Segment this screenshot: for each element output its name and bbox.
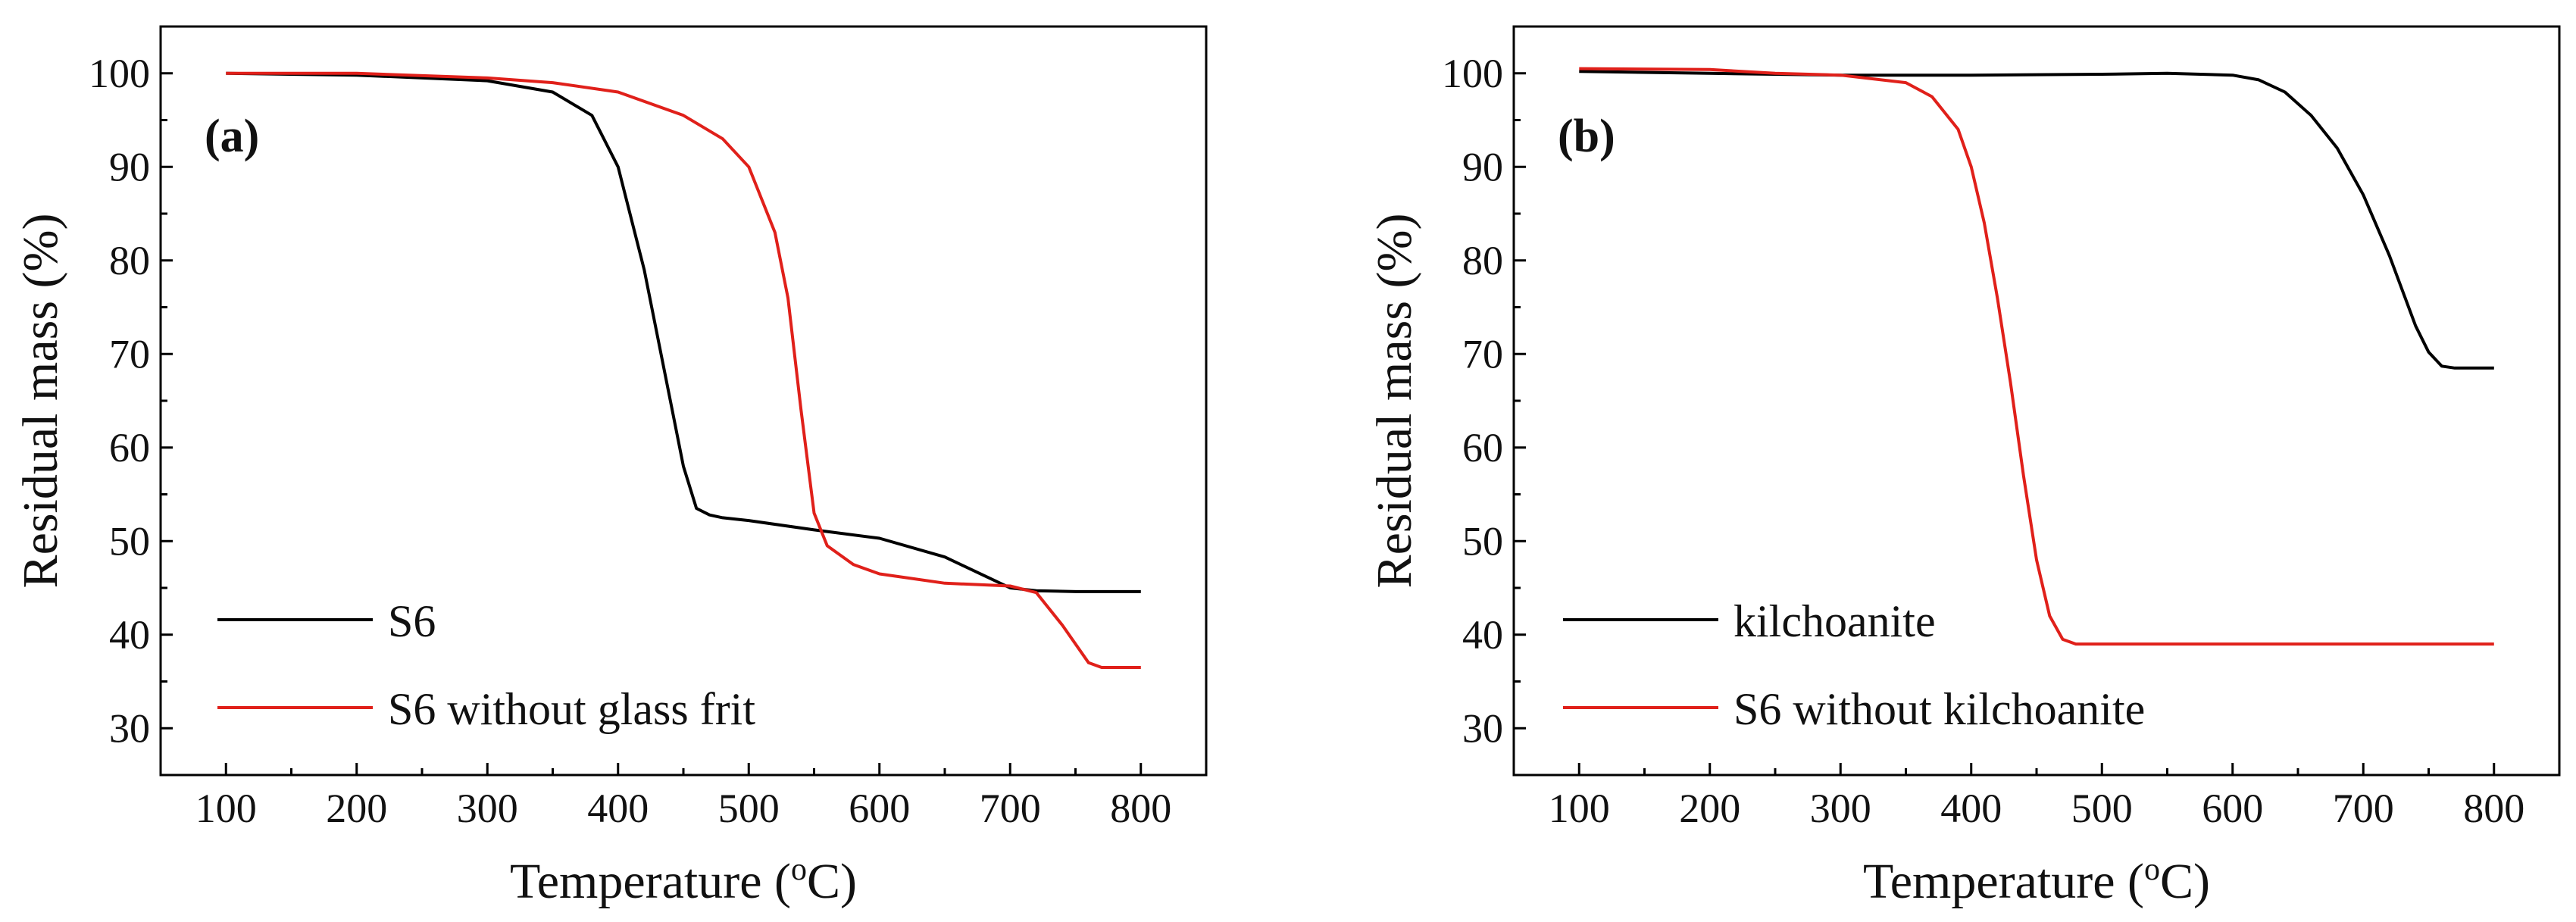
panel-a-y-tick-label: 60 xyxy=(109,425,150,470)
panel-b-plot-frame xyxy=(1512,25,2561,777)
panel-a-x-tick-label: 500 xyxy=(718,786,780,831)
panel-b-x-axis-title-sup: o xyxy=(2144,852,2160,887)
panel-b-x-tick-label: 600 xyxy=(2202,786,2263,831)
panel-b-label: (b) xyxy=(1558,111,1615,162)
panel-a-x-axis-title-sup: o xyxy=(791,852,807,887)
panel-a-chart: 100 200 300 400 500 600 700 800 30 40 50 60 70 80 90 10… xyxy=(13,25,1208,909)
panel-a-y-tick-label: 80 xyxy=(109,238,150,283)
panel-b-legend: kilchoanite S6 without kilchoanite xyxy=(1563,596,2145,734)
panel-b-x-axis-title-text: Temperature ( xyxy=(1863,854,2144,909)
panel-a-x-axis-title-unit: C) xyxy=(807,854,857,909)
panel-b-series-line-s6-without-kilchoanite xyxy=(1579,67,2494,646)
panel-b-x-axis-title: Temperature (oC) xyxy=(1863,852,2210,909)
panel-b-y-tick-label: 90 xyxy=(1462,144,1503,189)
panel-b-y-tick-label: 60 xyxy=(1462,425,1503,470)
panel-a-x-tick-label: 600 xyxy=(849,786,910,831)
panel-a-x-axis-title: Temperature (oC) xyxy=(510,852,857,909)
panel-b-legend-label-s6-without-kilchoanite: S6 without kilchoanite xyxy=(1733,684,2145,734)
panel-a-y-tick-label: 90 xyxy=(109,144,150,189)
panel-a-x-tick-label: 700 xyxy=(980,786,1041,831)
panel-a-x-tick-label: 100 xyxy=(195,786,257,831)
panel-b-x-tick-label: 300 xyxy=(1810,786,1871,831)
panel-a-y-tick-label: 50 xyxy=(109,518,150,564)
panel-a-x-tick-label: 200 xyxy=(326,786,387,831)
panel-a-y-tick-label: 40 xyxy=(109,612,150,658)
panel-b-series-layer xyxy=(1579,67,2494,646)
panel-b-y-tick-label: 50 xyxy=(1462,518,1503,564)
panel-a-ticks-layer: 100 200 300 400 500 600 700 800 30 40 50 60 70 80 90 10… xyxy=(89,51,1171,831)
panel-a-label: (a) xyxy=(205,111,259,162)
panel-b-y-tick-label: 100 xyxy=(1442,51,1503,96)
panel-a-y-tick-label: 100 xyxy=(89,51,150,96)
panel-a-x-tick-label: 800 xyxy=(1110,786,1171,831)
panel-a-x-axis-title-text: Temperature ( xyxy=(510,854,791,909)
panel-a-y-axis-title: Residual mass (%) xyxy=(13,214,68,589)
panel-b-x-tick-label: 200 xyxy=(1679,786,1740,831)
panel-a-plot-frame xyxy=(159,25,1208,777)
panel-b-ticks-layer: 100 200 300 400 500 600 700 800 30 40 50 60 70 80 90 10… xyxy=(1442,51,2524,831)
panel-b-x-axis-title-unit: C) xyxy=(2160,854,2210,909)
panel-a-series-layer xyxy=(226,71,1141,669)
panel-b-y-tick-label: 80 xyxy=(1462,238,1503,283)
panel-a-x-tick-label: 300 xyxy=(457,786,518,831)
panel-b-x-tick-label: 100 xyxy=(1549,786,1610,831)
panel-a-y-tick-label: 30 xyxy=(109,705,150,751)
panel-a-series-line-s6 xyxy=(226,71,1141,593)
panel-a-series-line-s6-without-glass-frit xyxy=(226,71,1141,669)
panel-b-y-tick-label: 70 xyxy=(1462,331,1503,377)
panel-a-legend-label-s6: S6 xyxy=(388,596,436,646)
panel-b-x-tick-label: 800 xyxy=(2463,786,2524,831)
panel-a-legend: S6 S6 without glass frit xyxy=(217,596,755,734)
panel-b-x-tick-label: 400 xyxy=(1940,786,2002,831)
panel-b-series-line-kilchoanite xyxy=(1579,70,2494,370)
panel-b-y-tick-label: 30 xyxy=(1462,705,1503,751)
panel-b-chart: 100 200 300 400 500 600 700 800 30 40 50 60 70 80 90 10… xyxy=(1367,25,2561,909)
panel-a-y-tick-label: 70 xyxy=(109,331,150,377)
panel-b-x-tick-label: 700 xyxy=(2333,786,2394,831)
panel-b-legend-label-kilchoanite: kilchoanite xyxy=(1733,596,1936,646)
panel-b-x-tick-label: 500 xyxy=(2071,786,2133,831)
panel-a-legend-label-s6-without-glass-frit: S6 without glass frit xyxy=(388,684,755,734)
panel-a-x-tick-label: 400 xyxy=(587,786,649,831)
panel-b-y-tick-label: 40 xyxy=(1462,612,1503,658)
panel-b-y-axis-title: Residual mass (%) xyxy=(1367,214,1422,589)
